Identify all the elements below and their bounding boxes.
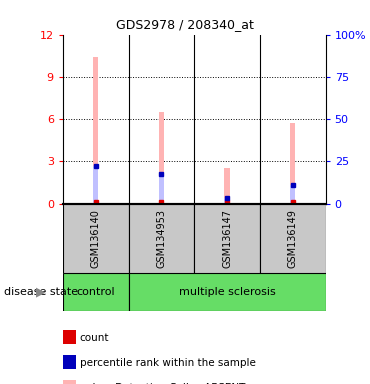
Bar [290, 123, 295, 204]
Text: value, Detection Call = ABSENT: value, Detection Call = ABSENT [80, 383, 245, 384]
Text: disease state: disease state [4, 287, 78, 297]
Bar [194, 204, 260, 273]
Bar [63, 204, 129, 273]
Text: GSM134953: GSM134953 [157, 209, 166, 268]
Text: ▶: ▶ [36, 285, 46, 298]
Bar [159, 174, 164, 204]
Text: GSM136147: GSM136147 [222, 209, 232, 268]
Bar [260, 204, 326, 273]
Text: multiple sclerosis: multiple sclerosis [179, 287, 275, 297]
Text: control: control [77, 287, 115, 297]
Bar [129, 204, 194, 273]
Bar [63, 273, 129, 311]
Bar [93, 166, 98, 204]
Text: GSM136140: GSM136140 [91, 209, 101, 268]
Bar [225, 198, 230, 204]
Bar [129, 273, 326, 311]
Text: GSM136149: GSM136149 [288, 209, 298, 268]
Bar [225, 168, 230, 204]
Text: GDS2978 / 208340_at: GDS2978 / 208340_at [116, 18, 254, 31]
Bar [159, 112, 164, 204]
Text: percentile rank within the sample: percentile rank within the sample [80, 358, 255, 368]
Text: count: count [80, 333, 109, 343]
Bar [93, 57, 98, 204]
Bar [290, 185, 295, 204]
